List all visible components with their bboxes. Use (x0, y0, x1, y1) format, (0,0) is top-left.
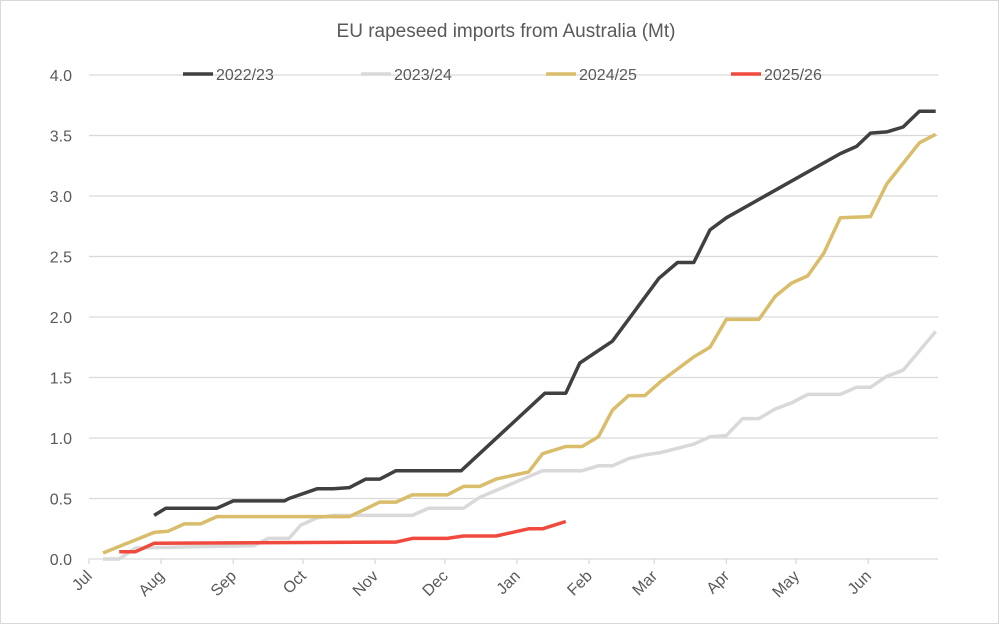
y-tick-label: 1.0 (50, 431, 72, 448)
x-tick-label: Oct (280, 567, 310, 597)
legend-item: 2022/23 (183, 67, 274, 84)
x-tick-label: Mar (630, 567, 662, 599)
x-tick-label: Nov (350, 568, 382, 600)
y-tick-label: 4.0 (50, 68, 72, 85)
legend-item: 2024/25 (546, 67, 637, 84)
series-line-2025-26 (119, 519, 567, 554)
legend-label: 2024/25 (579, 67, 637, 84)
legend-label: 2023/24 (394, 67, 452, 84)
y-tick-label: 2.0 (50, 310, 72, 327)
y-tick-label: 0.0 (50, 552, 72, 569)
legend-item: 2023/24 (361, 67, 452, 84)
x-tick-label: May (770, 568, 803, 601)
series-line-2023-24 (103, 330, 938, 561)
x-tick-label: Sep (208, 568, 240, 600)
y-tick-label: 1.5 (50, 371, 72, 388)
x-tick-label: Feb (564, 568, 596, 600)
x-tick-label: Apr (704, 567, 734, 597)
y-tick-label: 0.5 (50, 492, 72, 509)
x-tick-label: Jul (69, 568, 95, 594)
x-tick-label: Aug (136, 568, 168, 600)
legend-item: 2025/26 (731, 67, 822, 84)
y-tick-label: 3.5 (50, 129, 72, 146)
x-tick-label: Jan (494, 568, 524, 598)
x-tick-label: Jun (845, 568, 875, 598)
y-tick-label: 3.0 (50, 189, 72, 206)
y-tick-label: 2.5 (50, 250, 72, 267)
chart-title: EU rapeseed imports from Australia (Mt) (337, 21, 676, 42)
x-tick-label: Dec (420, 568, 452, 600)
legend-label: 2022/23 (216, 67, 274, 84)
series-line-2024-25 (102, 132, 937, 555)
legend-label: 2025/26 (764, 67, 822, 84)
series-line-2022-23 (153, 109, 936, 517)
